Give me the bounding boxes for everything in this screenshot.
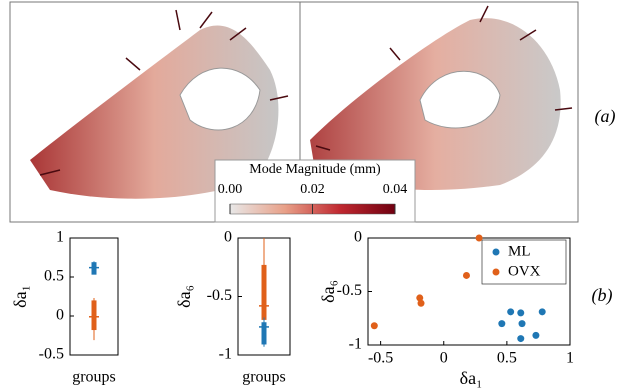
figure: Mode Magnitude (mm) (a) (b) 0.00 0.02 0.04…: [0, 0, 619, 390]
legend-label: OVX: [508, 263, 541, 279]
y-tick-label: -1: [219, 346, 232, 363]
y-tick-label: 0.5: [44, 268, 64, 285]
x-tick-label: -0.5: [368, 350, 393, 367]
y-axis-label: δa₆: [318, 280, 338, 303]
colorbar-tick-label: 0.02: [300, 182, 325, 197]
y-tick-label: 0: [224, 229, 232, 246]
point: [507, 308, 514, 315]
point: [519, 320, 526, 327]
y-axis-label: δa₁: [10, 285, 30, 308]
point: [418, 300, 425, 307]
y-axis-label: δa₆: [174, 285, 194, 308]
point: [498, 320, 505, 327]
y-tick-label: 1: [56, 229, 64, 246]
point: [463, 272, 470, 279]
point: [517, 309, 524, 316]
x-axis-label: groups: [242, 369, 286, 386]
y-tick-label: -0.5: [39, 346, 64, 363]
colorbar-title: Mode Magnitude (mm): [249, 162, 381, 177]
panel-label: (a): [595, 106, 616, 127]
y-tick-label: 0: [354, 229, 362, 246]
y-tick-label: -1: [349, 336, 362, 353]
box: [92, 262, 97, 274]
point: [371, 322, 378, 329]
colorbar-tick-label: 0.00: [218, 182, 243, 197]
y-tick-label: -0.5: [337, 282, 362, 299]
point: [539, 308, 546, 315]
x-axis-label: groups: [72, 369, 116, 386]
legend-label: ML: [508, 243, 531, 259]
box: [262, 265, 267, 320]
y-tick-label: -0.5: [207, 287, 232, 304]
legend-marker: [493, 269, 500, 276]
box: [262, 322, 267, 344]
y-tick-label: 0: [56, 307, 64, 324]
panel-label: (b): [592, 285, 613, 306]
x-axis-label: δa₁: [460, 368, 483, 388]
point: [517, 335, 524, 342]
point: [532, 332, 539, 339]
box: [92, 300, 97, 330]
x-tick-label: 0.5: [497, 350, 517, 367]
page: Mode Magnitude (mm) (a) (b) 0.00 0.02 0.04…: [0, 0, 619, 390]
colorbar-tick-label: 0.04: [383, 182, 408, 197]
point: [476, 235, 483, 242]
x-tick-label: 1: [566, 350, 574, 367]
x-tick-label: 0: [440, 350, 448, 367]
legend-marker: [493, 249, 500, 256]
